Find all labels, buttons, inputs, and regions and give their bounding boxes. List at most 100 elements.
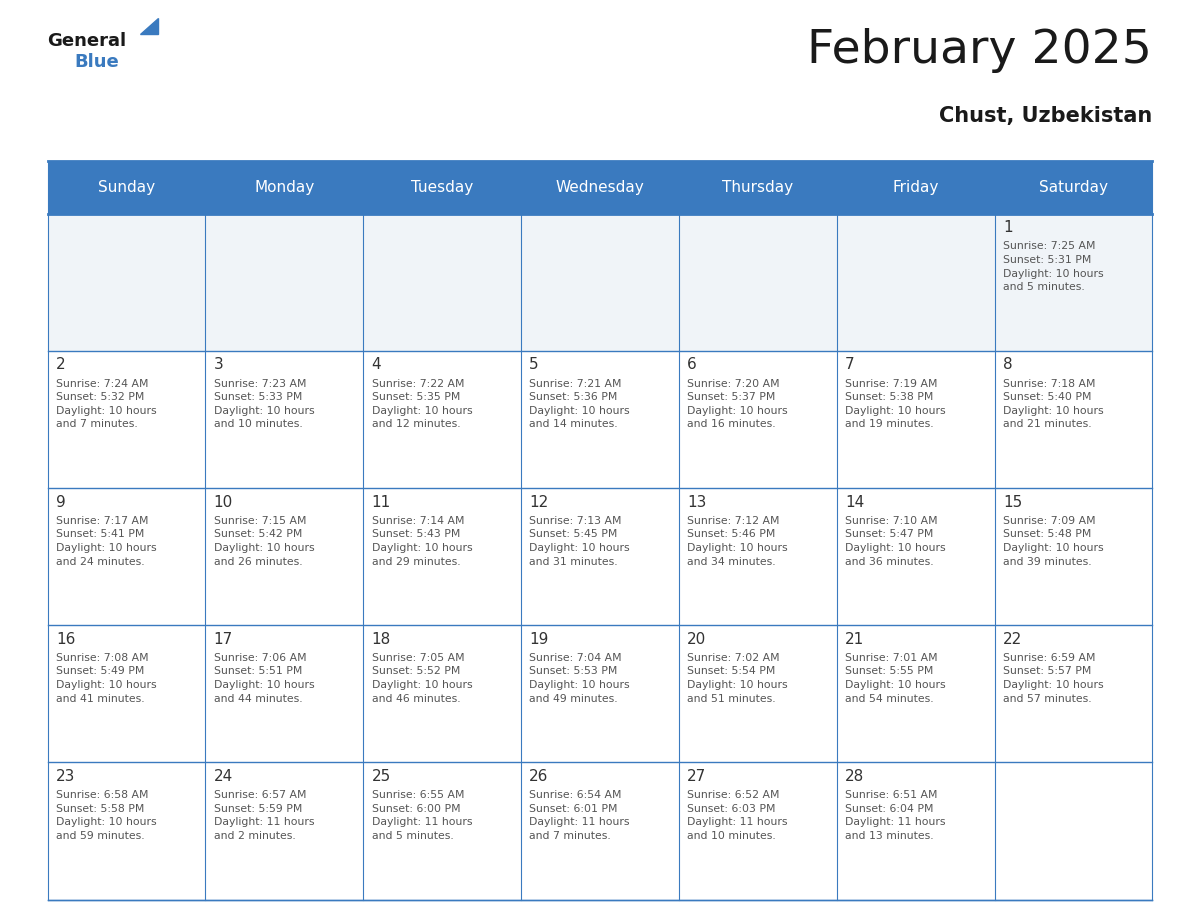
Bar [364, 763, 522, 900]
Text: Sunrise: 7:08 AM
Sunset: 5:49 PM
Daylight: 10 hours
and 41 minutes.: Sunrise: 7:08 AM Sunset: 5:49 PM Dayligh… [56, 653, 157, 704]
Text: 7: 7 [845, 357, 854, 373]
Bar [48, 161, 1152, 214]
Text: 25: 25 [372, 769, 391, 784]
Text: 13: 13 [687, 495, 707, 509]
Text: 1: 1 [1003, 220, 1012, 235]
Text: 28: 28 [845, 769, 864, 784]
Text: 20: 20 [687, 632, 707, 647]
Bar [522, 214, 678, 351]
Text: Sunrise: 7:01 AM
Sunset: 5:55 PM
Daylight: 10 hours
and 54 minutes.: Sunrise: 7:01 AM Sunset: 5:55 PM Dayligh… [845, 653, 946, 704]
Text: Sunrise: 7:02 AM
Sunset: 5:54 PM
Daylight: 10 hours
and 51 minutes.: Sunrise: 7:02 AM Sunset: 5:54 PM Dayligh… [687, 653, 788, 704]
Text: 22: 22 [1003, 632, 1022, 647]
Bar [522, 625, 678, 763]
Bar [364, 351, 522, 488]
Text: Sunrise: 7:22 AM
Sunset: 5:35 PM
Daylight: 10 hours
and 12 minutes.: Sunrise: 7:22 AM Sunset: 5:35 PM Dayligh… [372, 378, 472, 430]
Text: 11: 11 [372, 495, 391, 509]
Text: Wednesday: Wednesday [556, 180, 644, 195]
Text: Saturday: Saturday [1040, 180, 1108, 195]
Bar [364, 214, 522, 351]
Bar [836, 763, 994, 900]
Bar [364, 625, 522, 763]
Text: Sunday: Sunday [97, 180, 154, 195]
Text: Sunrise: 7:18 AM
Sunset: 5:40 PM
Daylight: 10 hours
and 21 minutes.: Sunrise: 7:18 AM Sunset: 5:40 PM Dayligh… [1003, 378, 1104, 430]
Text: Monday: Monday [254, 180, 315, 195]
Text: Sunrise: 6:57 AM
Sunset: 5:59 PM
Daylight: 11 hours
and 2 minutes.: Sunrise: 6:57 AM Sunset: 5:59 PM Dayligh… [214, 790, 314, 841]
Bar [206, 214, 364, 351]
Text: Sunrise: 6:59 AM
Sunset: 5:57 PM
Daylight: 10 hours
and 57 minutes.: Sunrise: 6:59 AM Sunset: 5:57 PM Dayligh… [1003, 653, 1104, 704]
Bar [522, 351, 678, 488]
Text: 27: 27 [687, 769, 707, 784]
Bar [206, 763, 364, 900]
Text: Sunrise: 7:12 AM
Sunset: 5:46 PM
Daylight: 10 hours
and 34 minutes.: Sunrise: 7:12 AM Sunset: 5:46 PM Dayligh… [687, 516, 788, 566]
Text: Sunrise: 6:54 AM
Sunset: 6:01 PM
Daylight: 11 hours
and 7 minutes.: Sunrise: 6:54 AM Sunset: 6:01 PM Dayligh… [530, 790, 630, 841]
Text: Friday: Friday [892, 180, 939, 195]
Text: Sunrise: 7:24 AM
Sunset: 5:32 PM
Daylight: 10 hours
and 7 minutes.: Sunrise: 7:24 AM Sunset: 5:32 PM Dayligh… [56, 378, 157, 430]
Polygon shape [140, 18, 158, 34]
Text: 12: 12 [530, 495, 549, 509]
Text: 6: 6 [687, 357, 697, 373]
Text: Sunrise: 7:10 AM
Sunset: 5:47 PM
Daylight: 10 hours
and 36 minutes.: Sunrise: 7:10 AM Sunset: 5:47 PM Dayligh… [845, 516, 946, 566]
Text: 10: 10 [214, 495, 233, 509]
Text: 14: 14 [845, 495, 864, 509]
Bar [522, 488, 678, 625]
Text: Sunrise: 7:15 AM
Sunset: 5:42 PM
Daylight: 10 hours
and 26 minutes.: Sunrise: 7:15 AM Sunset: 5:42 PM Dayligh… [214, 516, 315, 566]
Bar [48, 625, 206, 763]
Text: 15: 15 [1003, 495, 1022, 509]
Text: 16: 16 [56, 632, 75, 647]
Text: 5: 5 [530, 357, 539, 373]
Text: Sunrise: 7:19 AM
Sunset: 5:38 PM
Daylight: 10 hours
and 19 minutes.: Sunrise: 7:19 AM Sunset: 5:38 PM Dayligh… [845, 378, 946, 430]
Bar [836, 351, 994, 488]
Bar [48, 214, 206, 351]
Bar [836, 488, 994, 625]
Text: Sunrise: 7:06 AM
Sunset: 5:51 PM
Daylight: 10 hours
and 44 minutes.: Sunrise: 7:06 AM Sunset: 5:51 PM Dayligh… [214, 653, 315, 704]
Text: Sunrise: 6:51 AM
Sunset: 6:04 PM
Daylight: 11 hours
and 13 minutes.: Sunrise: 6:51 AM Sunset: 6:04 PM Dayligh… [845, 790, 946, 841]
Text: Sunrise: 7:17 AM
Sunset: 5:41 PM
Daylight: 10 hours
and 24 minutes.: Sunrise: 7:17 AM Sunset: 5:41 PM Dayligh… [56, 516, 157, 566]
Bar [206, 625, 364, 763]
Text: Sunrise: 6:58 AM
Sunset: 5:58 PM
Daylight: 10 hours
and 59 minutes.: Sunrise: 6:58 AM Sunset: 5:58 PM Dayligh… [56, 790, 157, 841]
Text: Sunrise: 7:09 AM
Sunset: 5:48 PM
Daylight: 10 hours
and 39 minutes.: Sunrise: 7:09 AM Sunset: 5:48 PM Dayligh… [1003, 516, 1104, 566]
Bar [206, 351, 364, 488]
Bar [206, 488, 364, 625]
Text: 2: 2 [56, 357, 65, 373]
Text: 23: 23 [56, 769, 75, 784]
Text: 26: 26 [530, 769, 549, 784]
Bar [836, 214, 994, 351]
Bar [994, 488, 1152, 625]
Text: Sunrise: 7:20 AM
Sunset: 5:37 PM
Daylight: 10 hours
and 16 minutes.: Sunrise: 7:20 AM Sunset: 5:37 PM Dayligh… [687, 378, 788, 430]
Bar [48, 488, 206, 625]
Text: 8: 8 [1003, 357, 1012, 373]
Bar [994, 351, 1152, 488]
Bar [364, 488, 522, 625]
Text: Sunrise: 7:21 AM
Sunset: 5:36 PM
Daylight: 10 hours
and 14 minutes.: Sunrise: 7:21 AM Sunset: 5:36 PM Dayligh… [530, 378, 630, 430]
Text: 21: 21 [845, 632, 864, 647]
Bar [48, 763, 206, 900]
Text: 4: 4 [372, 357, 381, 373]
Text: Sunrise: 7:23 AM
Sunset: 5:33 PM
Daylight: 10 hours
and 10 minutes.: Sunrise: 7:23 AM Sunset: 5:33 PM Dayligh… [214, 378, 315, 430]
Text: Sunrise: 7:13 AM
Sunset: 5:45 PM
Daylight: 10 hours
and 31 minutes.: Sunrise: 7:13 AM Sunset: 5:45 PM Dayligh… [530, 516, 630, 566]
Bar [994, 214, 1152, 351]
Bar [994, 625, 1152, 763]
Bar [678, 625, 836, 763]
Text: Sunrise: 7:05 AM
Sunset: 5:52 PM
Daylight: 10 hours
and 46 minutes.: Sunrise: 7:05 AM Sunset: 5:52 PM Dayligh… [372, 653, 472, 704]
Bar [994, 763, 1152, 900]
Text: 18: 18 [372, 632, 391, 647]
Text: General: General [48, 32, 127, 50]
Text: 17: 17 [214, 632, 233, 647]
Text: Sunrise: 7:25 AM
Sunset: 5:31 PM
Daylight: 10 hours
and 5 minutes.: Sunrise: 7:25 AM Sunset: 5:31 PM Dayligh… [1003, 241, 1104, 292]
Text: Sunrise: 6:55 AM
Sunset: 6:00 PM
Daylight: 11 hours
and 5 minutes.: Sunrise: 6:55 AM Sunset: 6:00 PM Dayligh… [372, 790, 472, 841]
Bar [678, 351, 836, 488]
Text: 3: 3 [214, 357, 223, 373]
Text: Sunrise: 7:14 AM
Sunset: 5:43 PM
Daylight: 10 hours
and 29 minutes.: Sunrise: 7:14 AM Sunset: 5:43 PM Dayligh… [372, 516, 472, 566]
Text: Blue: Blue [75, 53, 120, 72]
Bar [678, 763, 836, 900]
Text: 24: 24 [214, 769, 233, 784]
Text: Sunrise: 7:04 AM
Sunset: 5:53 PM
Daylight: 10 hours
and 49 minutes.: Sunrise: 7:04 AM Sunset: 5:53 PM Dayligh… [530, 653, 630, 704]
Text: 19: 19 [530, 632, 549, 647]
Bar [836, 625, 994, 763]
Text: Chust, Uzbekistan: Chust, Uzbekistan [939, 106, 1152, 126]
Text: 9: 9 [56, 495, 65, 509]
Bar [522, 763, 678, 900]
Bar [678, 488, 836, 625]
Text: February 2025: February 2025 [808, 28, 1152, 73]
Text: Thursday: Thursday [722, 180, 794, 195]
